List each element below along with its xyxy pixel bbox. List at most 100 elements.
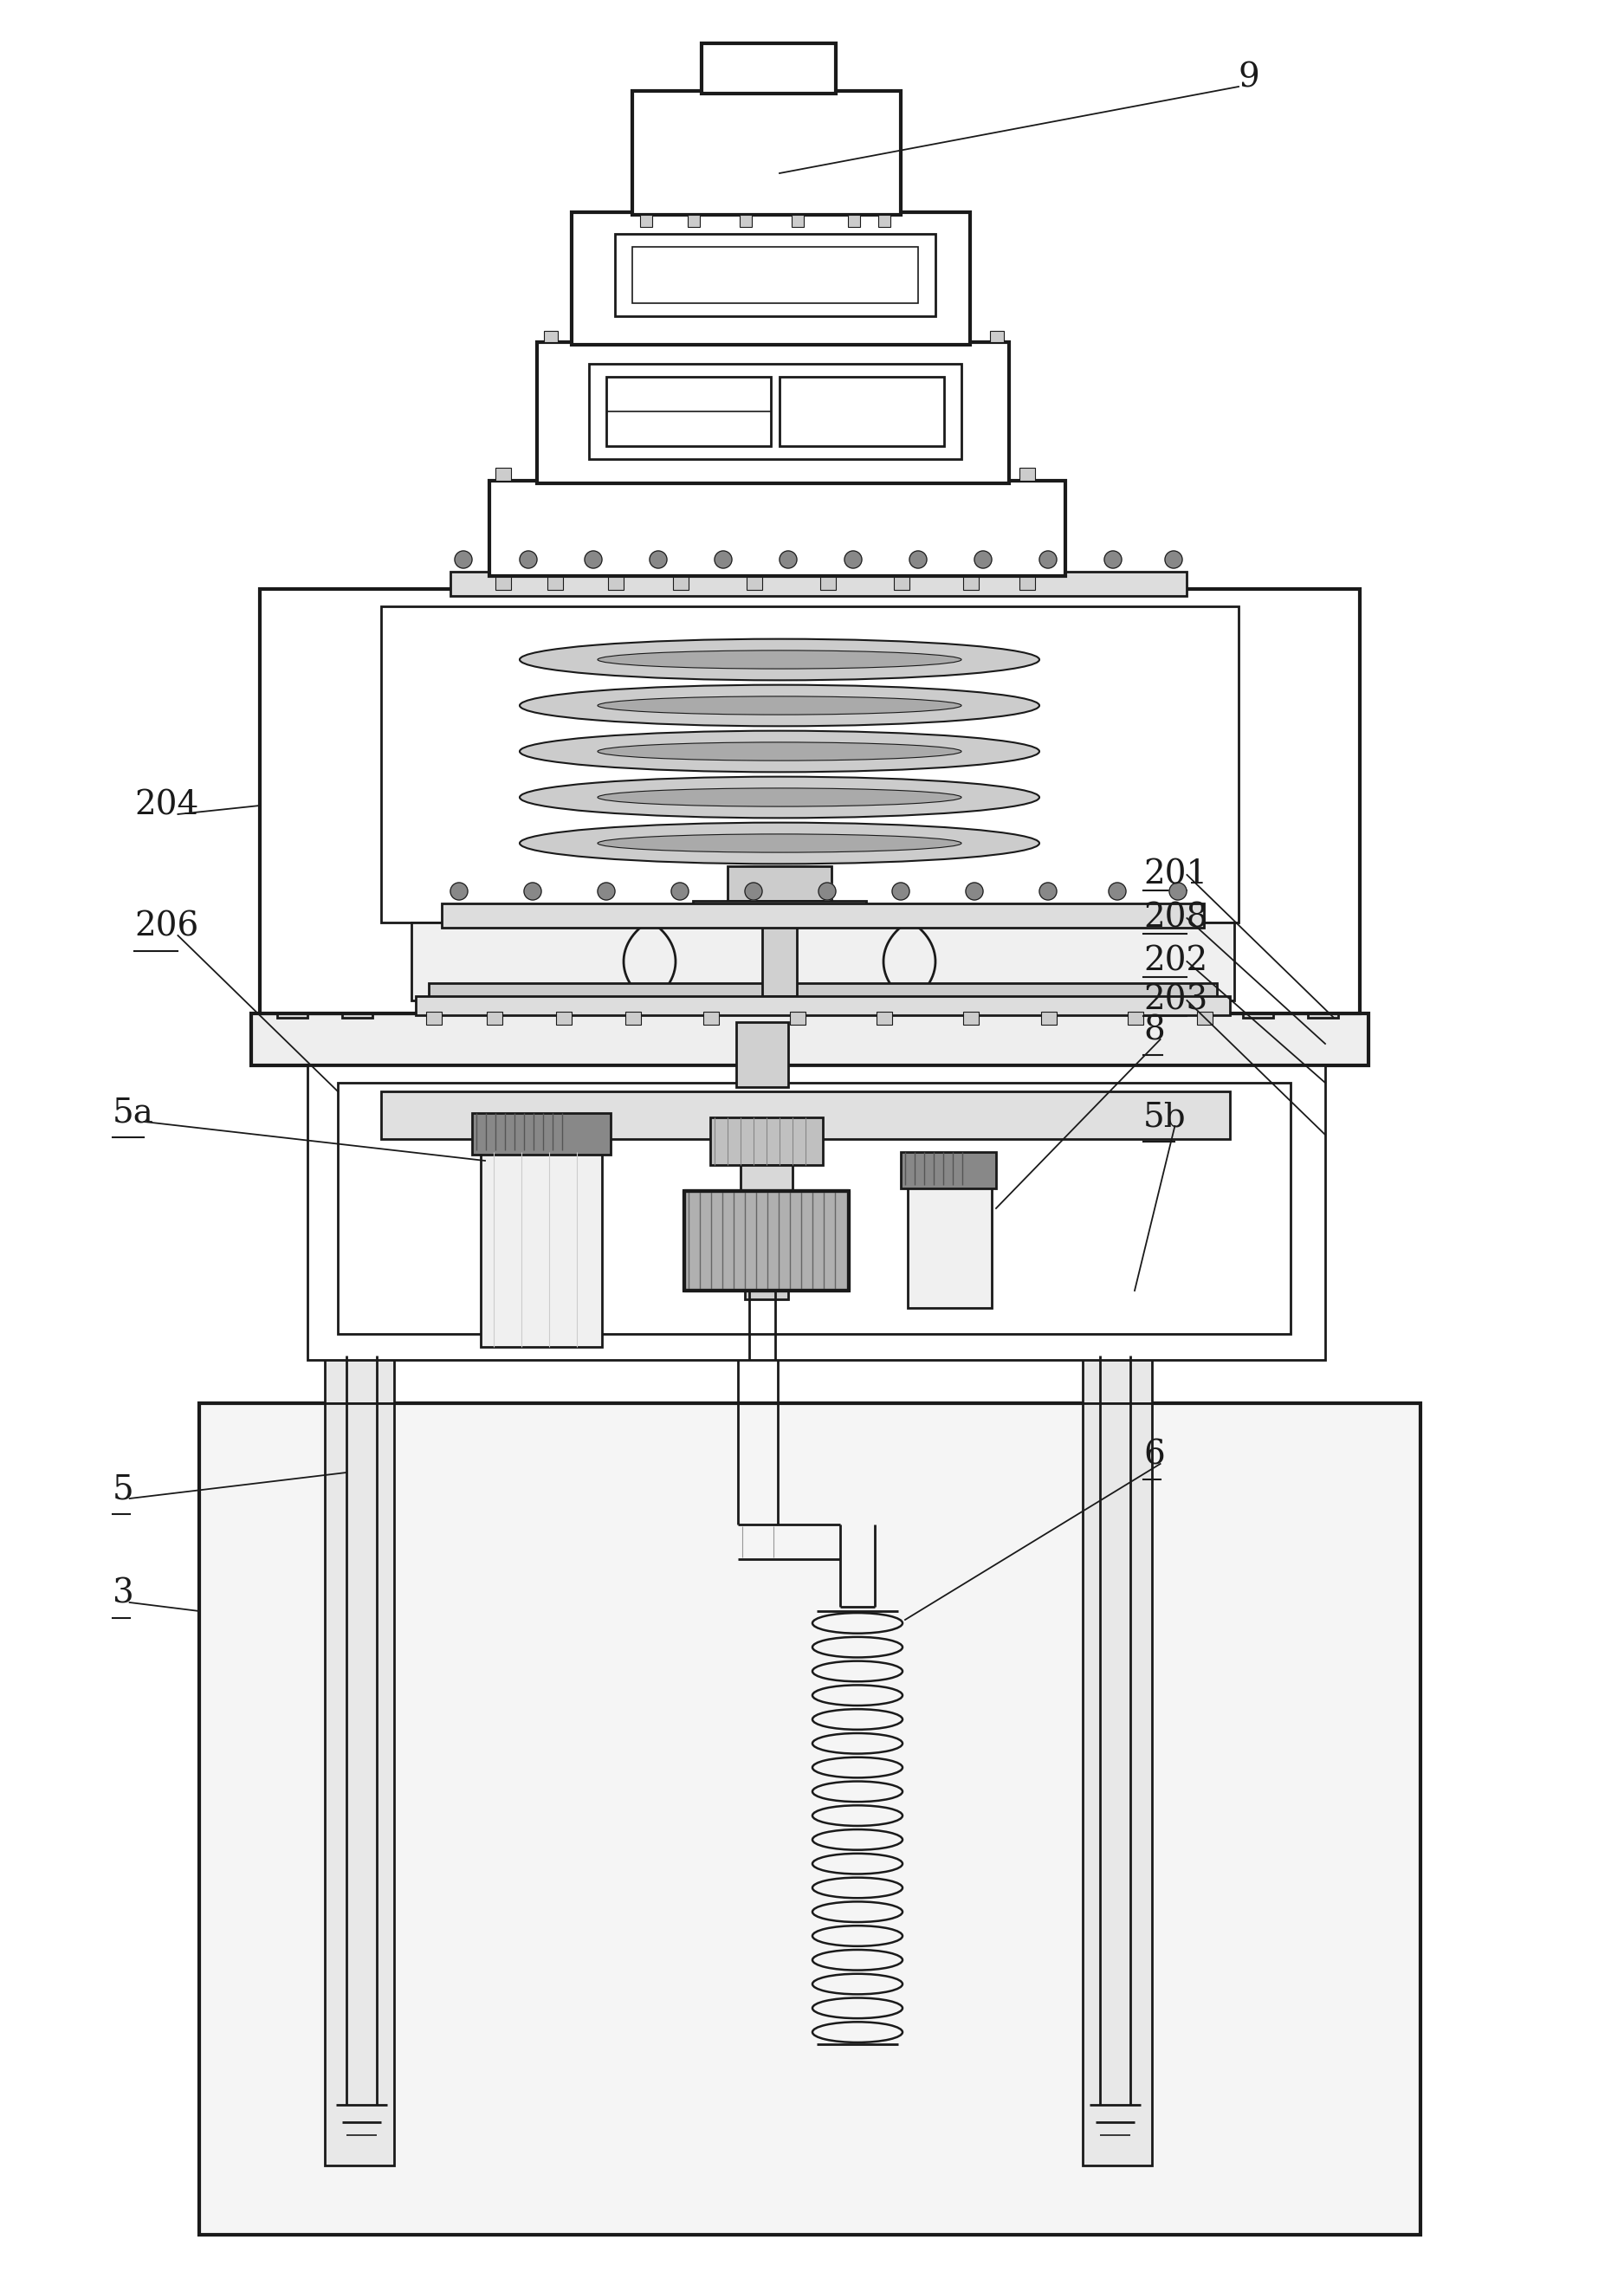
Bar — [338, 1084, 1291, 1334]
Bar — [607, 577, 624, 591]
Circle shape — [671, 882, 689, 900]
Circle shape — [450, 882, 468, 900]
Bar — [382, 1091, 1229, 1138]
Bar — [411, 922, 1234, 1000]
Text: 204: 204 — [135, 788, 198, 820]
Bar — [450, 573, 1187, 595]
Bar — [780, 377, 944, 445]
Bar — [416, 995, 1229, 1016]
Bar — [1020, 468, 1034, 482]
Bar — [848, 216, 861, 227]
Bar — [278, 995, 307, 1018]
Bar — [963, 468, 979, 482]
Circle shape — [1169, 882, 1187, 900]
Bar — [747, 468, 762, 482]
Ellipse shape — [520, 732, 1039, 772]
Circle shape — [525, 882, 541, 900]
Bar — [908, 1186, 992, 1309]
Bar — [809, 332, 822, 343]
Text: 203: 203 — [1143, 984, 1208, 1016]
Ellipse shape — [598, 788, 961, 807]
Bar — [1083, 1404, 1151, 2165]
Circle shape — [1039, 882, 1057, 900]
Bar — [489, 482, 1065, 577]
Circle shape — [909, 550, 927, 568]
Bar — [1041, 1011, 1057, 1025]
Bar — [606, 377, 771, 445]
Circle shape — [780, 550, 797, 568]
Text: 201: 201 — [1143, 859, 1208, 891]
Bar — [555, 1011, 572, 1025]
Circle shape — [598, 882, 615, 900]
Bar — [963, 577, 979, 591]
Bar — [625, 1011, 641, 1025]
Ellipse shape — [598, 695, 961, 716]
Bar — [547, 577, 564, 591]
Ellipse shape — [520, 638, 1039, 679]
Bar — [672, 577, 689, 591]
Bar — [947, 332, 960, 343]
Bar — [702, 43, 836, 93]
Bar — [789, 1011, 806, 1025]
Bar — [747, 577, 762, 591]
Bar — [547, 468, 564, 482]
Bar — [601, 332, 614, 343]
Circle shape — [974, 550, 992, 568]
Bar — [325, 1038, 395, 1404]
Text: 9: 9 — [1239, 61, 1260, 93]
Circle shape — [1164, 550, 1182, 568]
Bar — [632, 91, 901, 216]
Bar — [607, 468, 624, 482]
Bar — [538, 343, 1009, 484]
Ellipse shape — [520, 777, 1039, 818]
Bar — [893, 577, 909, 591]
Circle shape — [745, 882, 762, 900]
Bar — [495, 468, 512, 482]
Bar — [877, 332, 892, 343]
Bar — [481, 1152, 603, 1347]
Bar — [820, 577, 836, 591]
Text: 202: 202 — [1143, 945, 1208, 977]
Bar — [728, 866, 831, 900]
Bar — [666, 332, 679, 343]
Bar — [1242, 995, 1273, 1018]
Bar — [739, 216, 752, 227]
Ellipse shape — [520, 684, 1039, 727]
Circle shape — [844, 550, 862, 568]
Text: 5: 5 — [112, 1472, 135, 1506]
Bar — [893, 468, 909, 482]
Circle shape — [650, 550, 667, 568]
Bar — [325, 1404, 395, 2165]
Bar — [615, 234, 935, 316]
Bar — [684, 1191, 849, 1290]
Circle shape — [1104, 550, 1122, 568]
Bar — [200, 1404, 1421, 2236]
Bar — [343, 995, 372, 1018]
Bar — [1307, 995, 1338, 1018]
Bar — [687, 216, 700, 227]
Ellipse shape — [520, 822, 1039, 863]
Ellipse shape — [598, 650, 961, 668]
Bar — [672, 468, 689, 482]
Circle shape — [892, 882, 909, 900]
Bar — [734, 332, 749, 343]
Bar — [260, 588, 1359, 1013]
Bar — [544, 332, 557, 343]
Ellipse shape — [598, 834, 961, 852]
Circle shape — [966, 882, 983, 900]
Circle shape — [455, 550, 473, 568]
Bar — [741, 1166, 793, 1213]
Bar — [1127, 1011, 1143, 1025]
Text: 6: 6 — [1143, 1438, 1164, 1470]
Bar — [877, 1011, 892, 1025]
Bar — [429, 984, 1216, 1000]
Circle shape — [1109, 882, 1125, 900]
Text: 8: 8 — [1143, 1013, 1164, 1047]
Bar — [791, 216, 804, 227]
Circle shape — [818, 882, 836, 900]
Bar — [901, 1152, 996, 1188]
Text: 208: 208 — [1143, 902, 1208, 934]
Bar — [736, 1022, 788, 1086]
Bar — [745, 1213, 788, 1300]
Bar — [495, 577, 512, 591]
